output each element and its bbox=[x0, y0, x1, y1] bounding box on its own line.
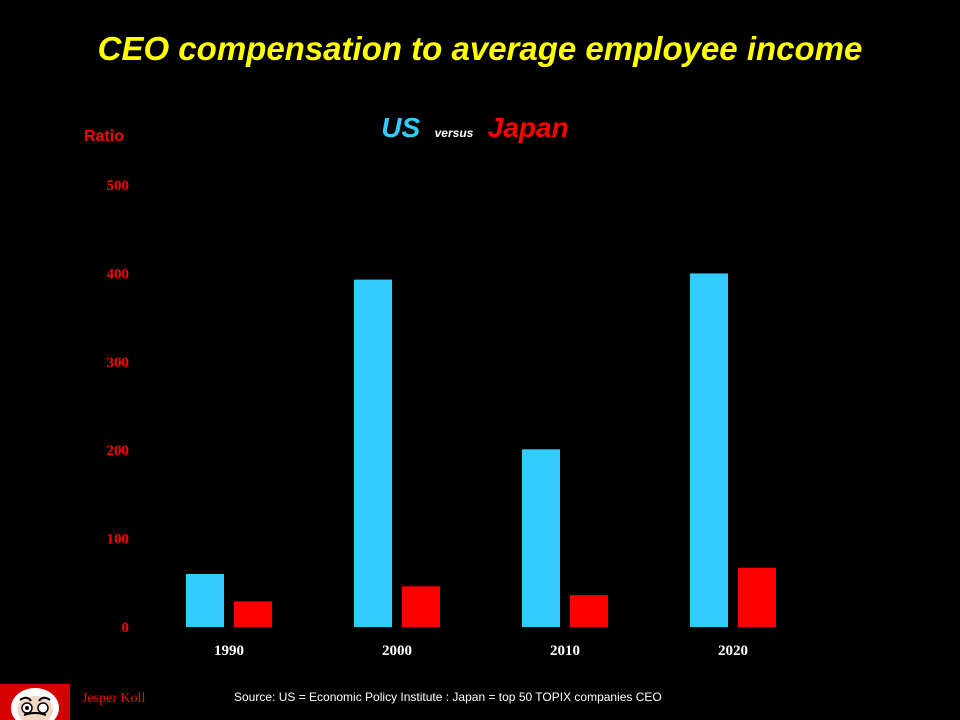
bar-japan-2020 bbox=[738, 567, 776, 627]
author-name: Jesper Koll bbox=[82, 691, 146, 706]
x-tick-label: 1990 bbox=[214, 643, 244, 659]
x-tick-label: 2000 bbox=[382, 643, 412, 659]
subtitle-us: US bbox=[381, 112, 421, 143]
y-tick-label: 100 bbox=[107, 532, 130, 548]
bar-us-2000 bbox=[354, 279, 392, 627]
y-tick-label: 300 bbox=[107, 355, 130, 371]
x-tick-label: 2010 bbox=[550, 643, 580, 659]
y-tick-label: 400 bbox=[107, 266, 130, 282]
y-axis-label: Ratio bbox=[84, 128, 124, 145]
source-note: Source: US = Economic Policy Institute :… bbox=[234, 690, 662, 704]
subtitle-versus: versus bbox=[434, 126, 474, 140]
bar-japan-1990 bbox=[234, 601, 272, 627]
subtitle-japan: Japan bbox=[487, 112, 569, 143]
chart-title: CEO compensation to average employee inc… bbox=[97, 30, 863, 67]
bar-us-1990 bbox=[186, 573, 224, 627]
daruma-logo bbox=[0, 684, 70, 720]
y-tick-label: 0 bbox=[122, 620, 130, 636]
bar-japan-2000 bbox=[402, 586, 440, 627]
y-tick-label: 500 bbox=[107, 178, 130, 194]
y-tick-label: 200 bbox=[107, 443, 130, 459]
chart-subtitle: US versus Japan bbox=[0, 112, 950, 144]
bar-us-2020 bbox=[690, 273, 728, 627]
x-tick-label: 2020 bbox=[718, 643, 748, 659]
bar-japan-2010 bbox=[570, 595, 608, 627]
bar-us-2010 bbox=[522, 449, 560, 627]
bar-chart: 0 100 200 300 400 500 1990 2000 2010 2020 bbox=[107, 178, 776, 659]
